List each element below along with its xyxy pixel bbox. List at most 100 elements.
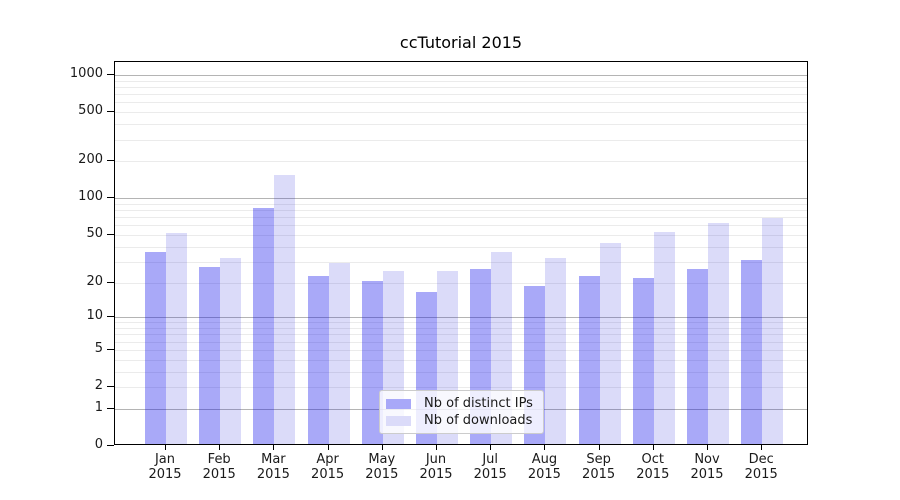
x-tick-year: 2015	[690, 467, 724, 482]
legend: Nb of distinct IPs Nb of downloads	[379, 390, 544, 434]
bar-downloads	[328, 263, 350, 444]
x-tick-year: 2015	[744, 467, 778, 482]
bar-distinct-ips	[199, 267, 221, 444]
x-tick-mark	[490, 445, 492, 450]
bar-distinct-ips	[687, 269, 708, 444]
x-tick-label: Sep 2015	[567, 452, 631, 482]
x-tick-mark	[598, 445, 600, 450]
gridline-minor	[115, 371, 807, 373]
bar-distinct-ips	[361, 280, 383, 444]
x-tick-month: Mar	[261, 452, 286, 467]
gridline-minor	[115, 349, 807, 351]
x-tick-label: Apr 2015	[296, 452, 360, 482]
y-tick-mark	[107, 386, 114, 387]
bar-distinct-ips	[632, 278, 654, 444]
x-tick-year: 2015	[202, 467, 236, 482]
chart-title: ccTutorial 2015	[399, 33, 523, 52]
y-tick-label: 1	[94, 399, 103, 415]
legend-swatch-distinct-ips	[386, 398, 411, 409]
gridline-major	[115, 198, 807, 200]
gridline-minor	[115, 210, 807, 211]
bar-distinct-ips	[741, 259, 763, 444]
y-tick-label: 500	[78, 103, 103, 119]
gridline-minor	[115, 234, 807, 236]
x-tick-mark	[165, 445, 166, 450]
gridline-major	[115, 75, 807, 76]
y-tick-label: 200	[78, 152, 103, 168]
x-tick-month: Sep	[586, 452, 611, 467]
x-tick-label: Jun 2015	[404, 452, 468, 482]
y-tick-label: 20	[86, 273, 103, 289]
gridline-minor	[115, 359, 807, 361]
bar-downloads	[708, 223, 729, 444]
bar-downloads	[762, 218, 784, 444]
x-tick-mark	[436, 445, 437, 450]
bar-downloads	[599, 243, 621, 444]
x-tick-year: 2015	[527, 467, 561, 482]
x-tick-year: 2015	[473, 467, 507, 482]
x-tick-month: Apr	[316, 452, 339, 467]
x-tick-month: Jun	[425, 452, 447, 467]
x-tick-label: Dec 2015	[729, 452, 793, 482]
y-tick-mark	[107, 445, 114, 446]
legend-label: Nb of downloads	[424, 413, 533, 428]
x-tick-label: Jan 2015	[133, 452, 197, 482]
x-tick-month: Jul	[482, 452, 499, 467]
gridline-minor	[115, 112, 807, 114]
plot-area	[114, 61, 808, 445]
bar-distinct-ips	[145, 251, 166, 444]
x-tick-label: Oct 2015	[621, 452, 685, 482]
gridline-minor	[115, 86, 807, 88]
x-tick-year: 2015	[419, 467, 453, 482]
gridline-minor	[115, 328, 807, 329]
gridline-minor	[115, 341, 807, 343]
gridline-minor	[115, 261, 807, 263]
x-tick-month: Oct	[641, 452, 665, 467]
x-tick-label: Aug 2015	[512, 452, 576, 482]
y-tick-mark	[107, 111, 114, 113]
x-tick-mark	[273, 445, 275, 450]
x-tick-mark	[544, 445, 546, 450]
y-tick-mark	[107, 407, 114, 409]
x-tick-month: Feb	[207, 452, 231, 467]
x-tick-label: Feb 2015	[187, 452, 251, 482]
x-tick-month: Jan	[154, 452, 176, 467]
x-tick-month: May	[368, 452, 396, 467]
y-tick-mark	[107, 348, 114, 350]
gridline-minor	[115, 387, 807, 388]
gridline-minor	[115, 161, 807, 163]
x-tick-year: 2015	[256, 467, 290, 482]
bar-downloads	[274, 174, 296, 444]
x-tick-mark	[652, 445, 654, 450]
bar-distinct-ips	[578, 275, 600, 444]
bar-distinct-ips	[253, 208, 275, 444]
y-tick-mark	[107, 197, 114, 199]
y-tick-label: 5	[94, 340, 103, 356]
bar-downloads	[653, 231, 675, 444]
y-tick-label: 50	[86, 225, 103, 241]
gridline-minor	[115, 124, 807, 126]
bar-downloads	[220, 257, 242, 444]
gridline-minor	[115, 217, 807, 219]
x-tick-mark	[381, 445, 383, 450]
gridline-minor	[115, 322, 807, 324]
y-tick-label: 0	[94, 437, 103, 452]
gridline-minor	[115, 334, 807, 336]
bar-distinct-ips	[307, 275, 329, 444]
gridline-minor	[115, 282, 807, 284]
y-tick-mark	[107, 233, 114, 235]
x-tick-label: Jul 2015	[458, 452, 522, 482]
y-tick-label: 100	[78, 189, 103, 205]
gridline-minor	[115, 94, 807, 96]
x-tick-month: Aug	[531, 452, 558, 467]
x-tick-mark	[707, 445, 708, 450]
gridline-minor	[115, 139, 807, 141]
x-tick-month: Dec	[748, 452, 774, 467]
gridline-minor	[115, 203, 807, 205]
gridline-minor	[115, 80, 807, 82]
y-tick-mark	[107, 281, 114, 283]
y-tick-mark	[107, 316, 114, 318]
bar-downloads	[166, 232, 187, 444]
legend-label: Nb of distinct IPs	[424, 396, 533, 411]
